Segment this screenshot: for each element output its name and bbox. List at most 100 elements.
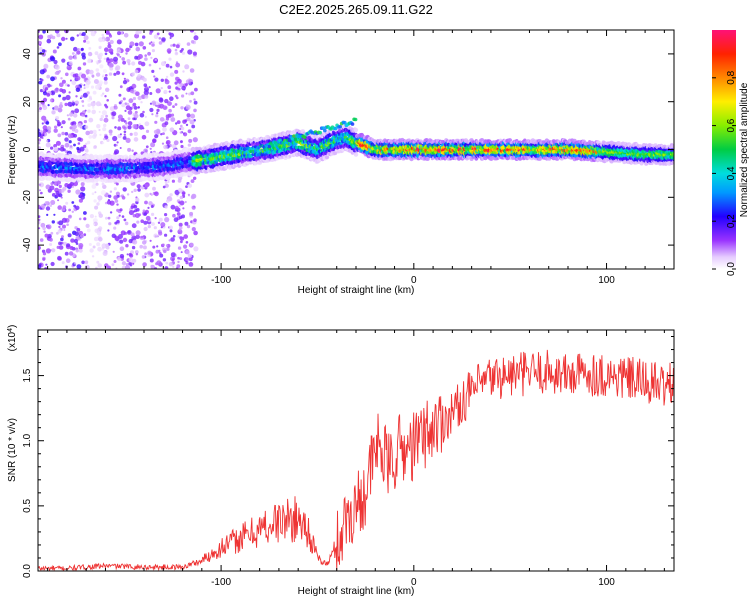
heat-cell <box>53 59 58 65</box>
heat-cell <box>81 100 85 103</box>
heat-cell <box>134 69 139 74</box>
heat-cell <box>139 31 142 34</box>
heat-cell <box>68 208 71 212</box>
heat-cell <box>193 176 197 180</box>
heat-cell <box>130 205 134 209</box>
heat-cell <box>169 37 172 39</box>
heat-cell <box>122 80 128 85</box>
heat-cell <box>42 252 47 256</box>
heat-cell <box>148 42 152 45</box>
heat-cell <box>80 234 84 238</box>
heat-cell <box>122 237 128 243</box>
heat-cell <box>155 114 159 118</box>
heat-cell <box>92 106 95 109</box>
heat-cell <box>119 208 123 212</box>
heat-cell <box>45 206 51 211</box>
heat-cell <box>76 34 80 37</box>
heat-cell <box>96 260 100 264</box>
heat-cell <box>41 49 46 53</box>
heat-cell <box>57 205 62 210</box>
heat-cell <box>193 108 197 113</box>
heat-cell <box>123 33 129 38</box>
heat-cell <box>115 65 121 71</box>
heat-cell <box>161 142 165 145</box>
heat-cell <box>116 53 120 57</box>
heat-cell <box>53 105 59 111</box>
heat-cell <box>103 118 108 123</box>
heat-cell <box>147 250 152 255</box>
heat-cell <box>125 265 130 269</box>
heat-cell <box>51 248 56 253</box>
heat-cell <box>160 61 166 67</box>
heat-cell <box>132 96 136 101</box>
heat-cell <box>193 246 199 252</box>
heat-cell <box>116 39 122 45</box>
heat-cell <box>176 96 179 100</box>
heat-cell <box>78 243 84 248</box>
heat-cell <box>67 214 73 219</box>
heat-cell <box>125 47 130 53</box>
heat-cell <box>54 125 58 129</box>
heat-cell <box>150 56 153 59</box>
heat-cell <box>185 83 188 86</box>
heat-cell <box>174 103 178 106</box>
heat-cell <box>76 227 81 232</box>
heat-cell <box>123 133 126 136</box>
heat-cell <box>130 264 132 267</box>
heat-cell <box>142 245 147 250</box>
heat-cell <box>63 229 66 231</box>
heat-cell <box>75 87 81 93</box>
heat-cell <box>105 30 110 35</box>
heat-cell <box>152 186 156 191</box>
heat-cell <box>119 133 122 136</box>
heat-cell <box>162 185 166 189</box>
heat-cell <box>121 103 126 108</box>
heat-cell <box>64 251 69 256</box>
heat-cell <box>193 98 196 101</box>
heat-cell <box>56 120 60 123</box>
heat-cell <box>103 57 107 60</box>
heat-cell <box>127 121 133 126</box>
heat-cell <box>90 85 95 89</box>
heat-cell <box>97 246 102 252</box>
heat-cell <box>88 95 92 99</box>
heat-cell <box>186 117 191 122</box>
heat-cell <box>83 144 87 148</box>
heat-cell <box>38 80 43 85</box>
heat-cell <box>122 187 127 192</box>
heat-cell <box>142 262 147 267</box>
heat-cell <box>127 125 132 130</box>
heat-cell <box>113 72 117 76</box>
heat-cell <box>74 100 80 105</box>
heat-cell <box>182 207 185 210</box>
heat-cell <box>190 179 195 184</box>
heat-cell <box>172 235 176 238</box>
heat-cell <box>184 64 190 70</box>
heat-cell <box>42 89 45 92</box>
heat-cell <box>186 113 191 118</box>
heat-cell <box>104 103 107 107</box>
heat-cell <box>147 206 150 209</box>
heat-cell <box>128 257 134 263</box>
heat-cell <box>179 200 185 206</box>
heat-cell <box>174 69 179 74</box>
heat-cell <box>118 93 122 97</box>
heat-cell <box>68 91 71 94</box>
heat-cell <box>143 212 147 216</box>
heat-cell <box>187 143 191 147</box>
heat-cell <box>121 215 125 218</box>
heat-cell <box>98 110 101 113</box>
heat-cell <box>148 201 153 206</box>
heat-cell <box>353 152 359 157</box>
heat-cell <box>193 230 198 236</box>
heat-cell <box>56 33 61 38</box>
heat-cell <box>163 89 168 95</box>
heat-cell <box>131 149 134 152</box>
heat-cell <box>168 239 171 242</box>
heat-cell <box>170 204 176 210</box>
heat-cell <box>83 87 86 90</box>
heat-cell <box>185 241 189 244</box>
heat-cell <box>109 58 114 63</box>
heat-cell <box>102 127 107 132</box>
heat-cell <box>184 200 187 204</box>
